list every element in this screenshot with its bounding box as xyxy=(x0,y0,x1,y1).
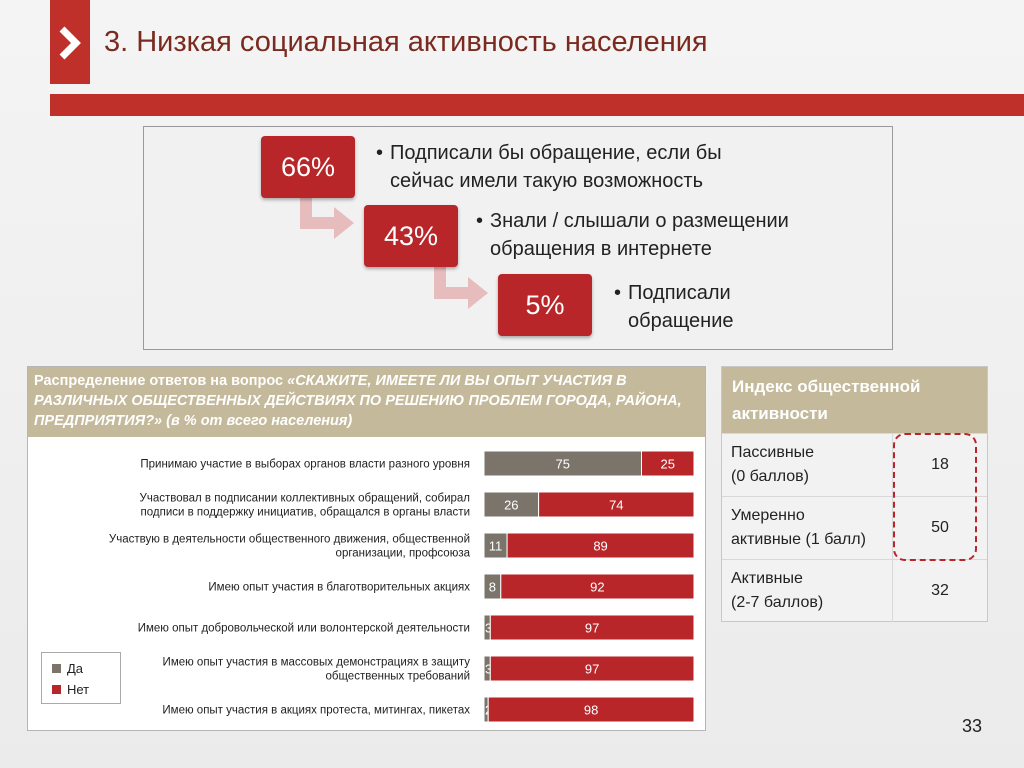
category-label: Имею опыт участия в благотворительных ак… xyxy=(208,582,470,594)
legend-swatch xyxy=(52,664,61,673)
table-header: Индекс общественной активности xyxy=(722,367,987,433)
legend-item-yes: Да xyxy=(52,661,83,676)
category-label: Имею опыт участия в акциях протеста, мит… xyxy=(162,705,470,717)
bar-segment xyxy=(500,573,695,600)
data-label: 74 xyxy=(609,498,623,513)
bar-segment xyxy=(483,491,540,518)
legend-swatch xyxy=(52,685,61,694)
activity-index-table: Индекс общественной активности Пассивные… xyxy=(721,366,988,622)
chevron-right-icon xyxy=(59,26,81,60)
stacked-bar-chart: Принимаю участие в выборах органов власт… xyxy=(109,450,695,723)
funnel-text: • Знали / слышали о размещении обращения… xyxy=(476,210,789,260)
row-value: 32 xyxy=(892,560,987,622)
table-row: Умеренно активные (1 балл) 50 xyxy=(722,496,987,559)
data-label: 26 xyxy=(504,498,518,513)
bar-segment xyxy=(487,696,695,723)
data-label: 11 xyxy=(489,539,503,554)
funnel-percent-box: 5% xyxy=(498,274,592,336)
category-label: Участвовал в подписании коллективных обр… xyxy=(140,493,470,519)
data-label: 97 xyxy=(585,621,599,636)
bar-segment xyxy=(538,491,695,518)
table-row: Пассивные (0 баллов) 18 xyxy=(722,433,987,496)
title-underline-bar xyxy=(50,94,1024,116)
bar-segment xyxy=(641,450,695,477)
page-title: 3. Низкая социальная активность населени… xyxy=(104,26,708,58)
question-header: Распределение ответов на вопрос «СКАЖИТЕ… xyxy=(28,367,705,437)
chart-legend: Да Нет xyxy=(41,652,121,704)
row-label: Активные (2-7 баллов) xyxy=(731,570,824,611)
funnel-text: • Подписали бы обращение, если бы сейчас… xyxy=(376,142,722,192)
funnel-text: • Подписали обращение xyxy=(614,282,734,332)
data-label: 25 xyxy=(661,457,675,472)
category-label: Имею опыт участия в массовых демонстраци… xyxy=(163,657,471,683)
question-panel: Распределение ответов на вопрос «СКАЖИТЕ… xyxy=(27,366,706,731)
category-label: Участвую в деятельности общественного дв… xyxy=(109,534,471,560)
row-label: Пассивные (0 баллов) xyxy=(731,444,815,485)
legend-item-no: Нет xyxy=(52,682,89,697)
funnel-percent-box: 43% xyxy=(364,205,458,267)
bar-segment xyxy=(489,614,695,641)
data-label: 92 xyxy=(590,580,604,595)
row-value: 18 xyxy=(892,434,987,496)
data-label: 3 xyxy=(485,662,492,677)
data-label: 75 xyxy=(556,457,570,472)
arrow-down-right-icon xyxy=(300,191,354,239)
category-label: Принимаю участие в выборах органов власт… xyxy=(140,459,470,471)
data-label: 89 xyxy=(593,539,607,554)
bar-segment xyxy=(506,532,695,559)
data-label: 97 xyxy=(585,662,599,677)
funnel-percent-box: 66% xyxy=(261,136,355,198)
data-label: 3 xyxy=(485,621,492,636)
bar-segment xyxy=(483,450,642,477)
row-label: Умеренно активные (1 балл) xyxy=(731,507,866,548)
page-number: 33 xyxy=(962,716,983,736)
logo-mark xyxy=(50,0,90,84)
funnel-panel: 66% • Подписали бы обращение, если бы се… xyxy=(143,126,893,350)
data-label: 8 xyxy=(489,580,496,595)
table-row: Активные (2-7 баллов) 32 xyxy=(722,559,987,622)
category-label: Имею опыт добровольческой или волонтерск… xyxy=(138,623,470,635)
row-value: 50 xyxy=(892,497,987,559)
data-label: 98 xyxy=(584,703,598,718)
bar-segment xyxy=(489,655,695,682)
highlight-frame xyxy=(893,433,977,561)
arrow-down-right-icon xyxy=(434,261,488,309)
